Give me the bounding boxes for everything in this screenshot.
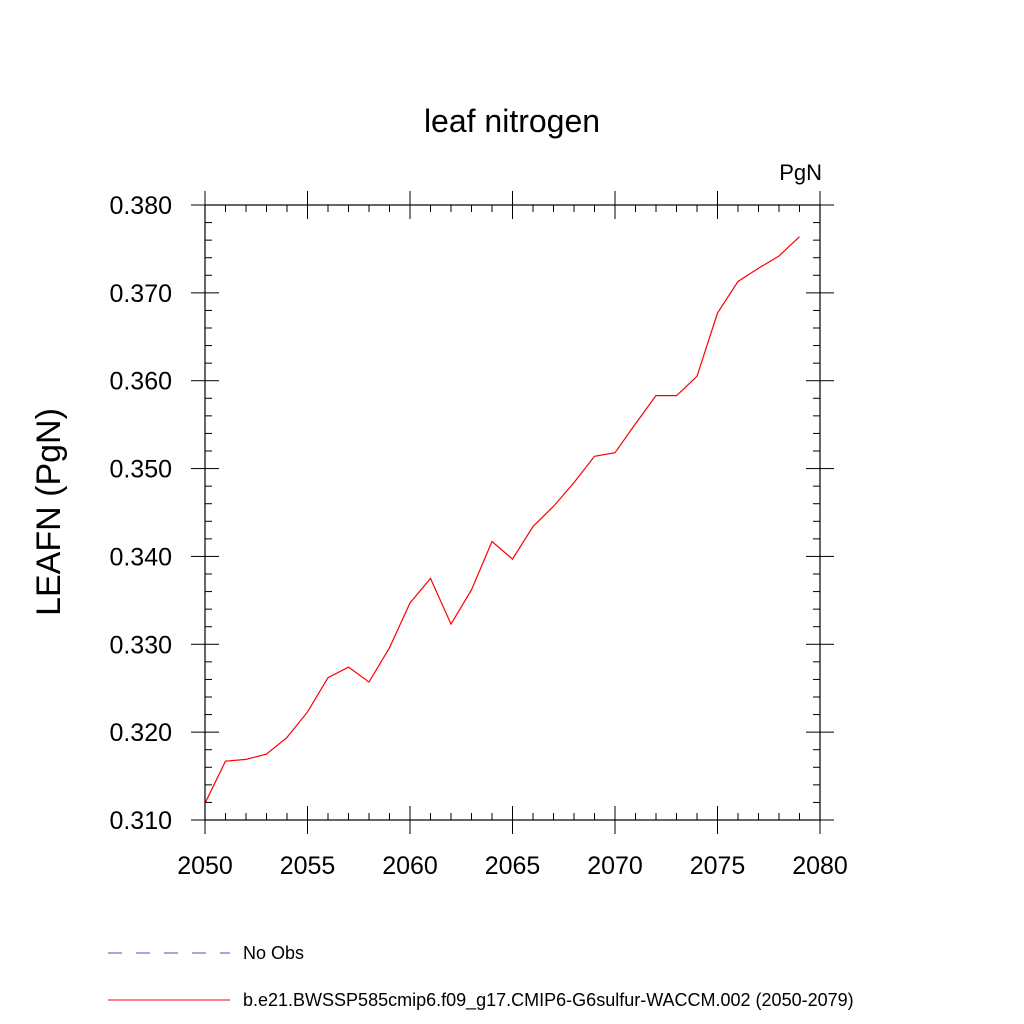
- series-line-1: [204, 236, 800, 804]
- x-tick-label: 2065: [485, 852, 541, 880]
- units-label: PgN: [779, 160, 822, 185]
- y-tick-label: 0.370: [109, 280, 172, 308]
- plot-frame: [204, 204, 821, 821]
- y-tick-label: 0.340: [109, 543, 172, 571]
- y-tick-label: 0.350: [109, 456, 172, 484]
- legend-label-no-obs: No Obs: [243, 943, 304, 963]
- x-tick-label: 2060: [382, 852, 438, 880]
- y-tick-label: 0.380: [109, 192, 172, 220]
- legend-label-model: b.e21.BWSSP585cmip6.f09_g17.CMIP6-G6sulf…: [243, 990, 854, 1011]
- y-tick-label: 0.310: [109, 807, 172, 835]
- y-tick-label: 0.330: [109, 631, 172, 659]
- x-tick-label: 2075: [690, 852, 746, 880]
- series-lines: [204, 236, 800, 804]
- y-axis-label: LEAFN (PgN): [30, 408, 68, 616]
- y-tick-label: 0.320: [109, 719, 172, 747]
- tick-labels: 2050 2055 2060 2065 2070 2075 2080 0.310 0.320 0.…: [109, 192, 847, 880]
- axis-ticks: [191, 191, 834, 834]
- x-tick-label: 2080: [792, 852, 848, 880]
- chart-title: leaf nitrogen: [424, 103, 600, 139]
- x-tick-label: 2050: [177, 852, 233, 880]
- x-tick-label: 2055: [280, 852, 336, 880]
- y-tick-label: 0.360: [109, 368, 172, 396]
- legend: No Obs b.e21.BWSSP585cmip6.f09_g17.CMIP6…: [108, 943, 854, 1011]
- x-tick-label: 2070: [587, 852, 643, 880]
